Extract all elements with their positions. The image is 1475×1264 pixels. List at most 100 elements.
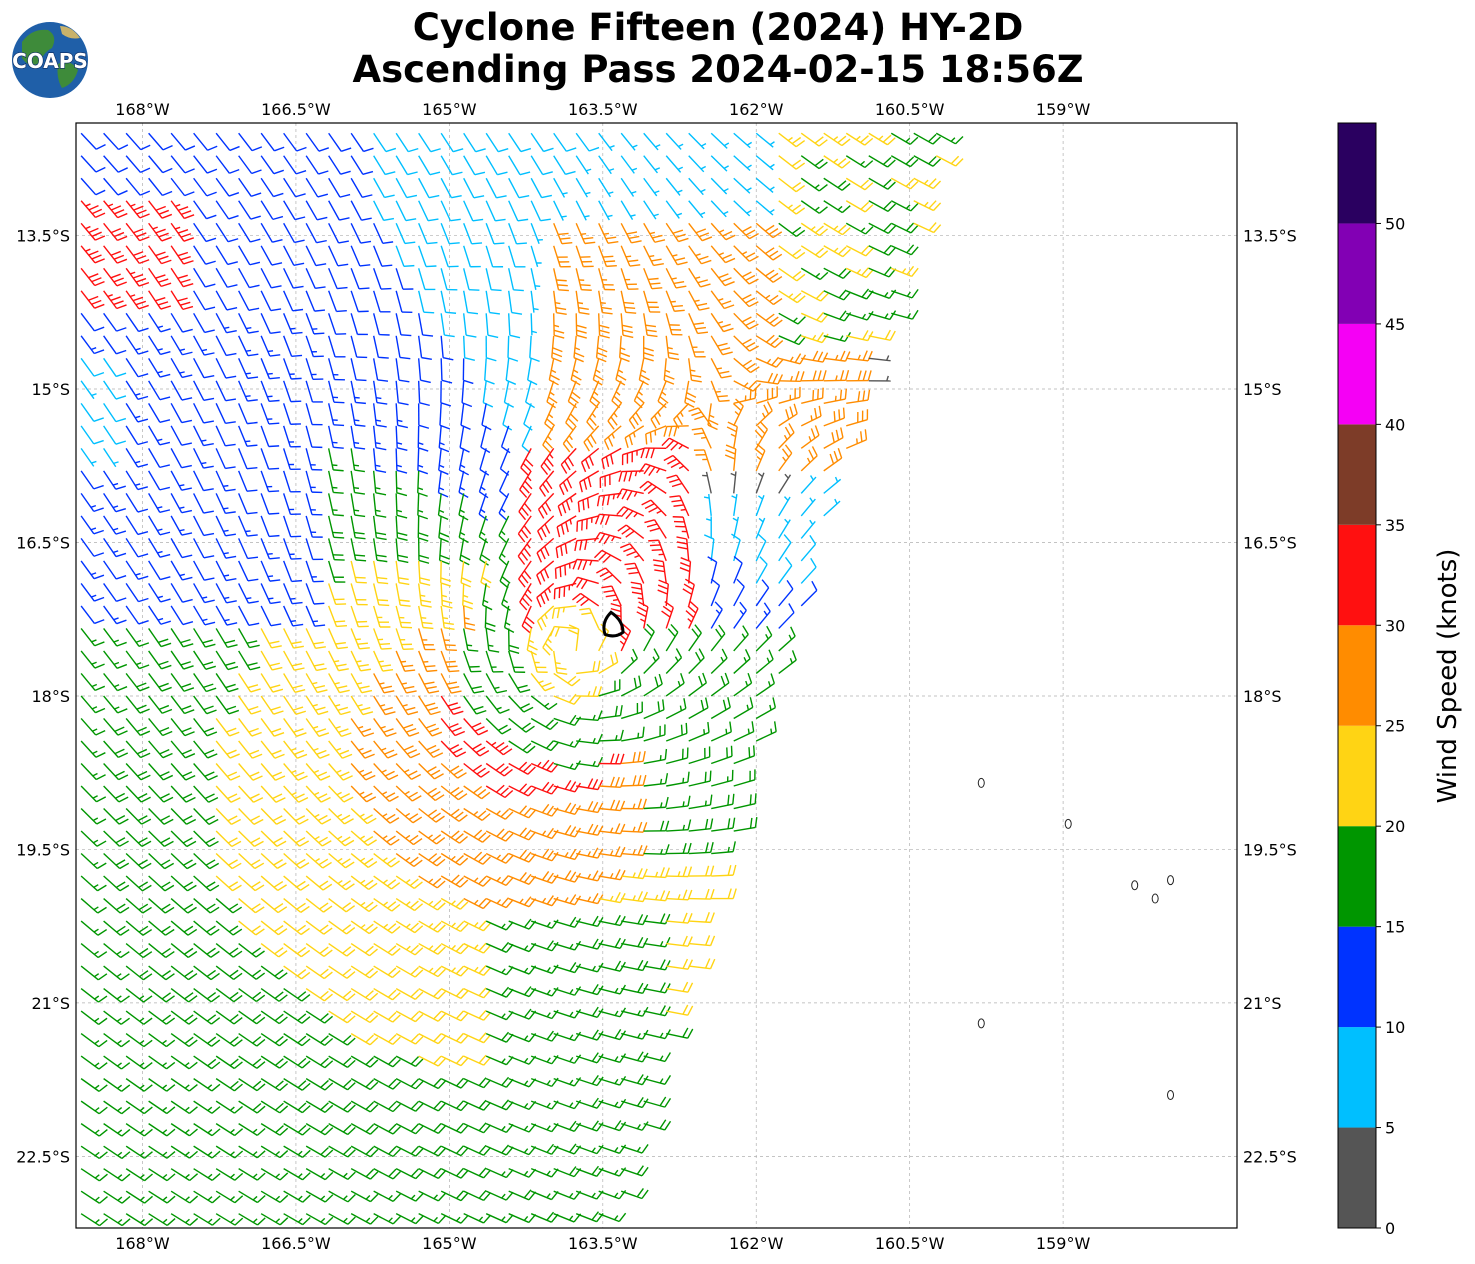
wind-barb-half-feather — [402, 683, 407, 684]
wind-barb-half-feather — [290, 599, 295, 600]
coaps-logo-text: COAPS — [12, 49, 88, 73]
wind-barb-half-feather — [420, 595, 425, 596]
wind-barb-half-feather — [268, 598, 273, 599]
wind-barb-feather — [380, 644, 390, 645]
wind-barb-feather — [560, 238, 570, 239]
wind-barb-feather — [269, 558, 279, 559]
wind-barb-feather — [710, 771, 711, 781]
wind-barb-half-feather — [223, 530, 228, 531]
wind-barb-feather — [580, 285, 590, 286]
wind-barb-half-feather — [604, 233, 609, 234]
wind-barb-feather — [291, 559, 301, 560]
wind-barb-feather — [834, 411, 835, 421]
wind-barb-half-feather — [443, 618, 448, 619]
wind-barb-half-feather — [555, 663, 560, 664]
wind-barb-feather — [425, 666, 435, 667]
title-line-1: Cyclone Fifteen (2024) HY-2D — [413, 6, 1024, 49]
wind-barb-feather — [356, 560, 366, 561]
wind-barb-feather — [626, 312, 636, 313]
wind-barb-half-feather — [290, 328, 295, 329]
wind-barb-feather — [494, 243, 504, 244]
wind-barb-feather — [381, 648, 391, 649]
wind-barb-feather — [844, 408, 845, 418]
wind-barb-half-feather — [748, 729, 749, 734]
wind-barb-feather — [269, 468, 279, 469]
wind-barb-feather — [445, 645, 455, 646]
wind-barb-feather — [382, 265, 392, 266]
wind-barb-feather — [625, 307, 635, 308]
wind-barb-feather — [650, 432, 651, 442]
wind-barb-half-feather — [690, 370, 695, 371]
wind-barb-half-feather — [356, 661, 361, 662]
wind-barb-feather — [378, 357, 388, 358]
wind-barb-half-feather — [578, 303, 583, 304]
wind-barb-feather — [672, 306, 682, 307]
wind-barb-half-feather — [717, 368, 722, 369]
wind-barb-half-feather — [601, 303, 606, 304]
wind-barb-half-feather — [683, 778, 684, 783]
wind-barb-feather — [558, 290, 568, 291]
wind-barb-half-feather — [201, 440, 206, 441]
wind-barb-half-feather — [562, 216, 567, 217]
wind-barb-feather — [648, 540, 658, 541]
wind-barb-feather — [446, 650, 456, 651]
wind-barb-shaft — [689, 899, 711, 900]
wind-barb-half-feather — [224, 575, 229, 576]
wind-barb-shaft — [441, 358, 442, 380]
wind-barb-feather — [749, 747, 750, 757]
wind-barb-feather — [823, 388, 824, 398]
wind-barb-half-feather — [376, 420, 381, 421]
map-panel — [76, 123, 1237, 1228]
wind-barb-feather — [314, 333, 324, 334]
wind-barb-feather — [813, 390, 814, 400]
wind-barb-feather — [605, 261, 615, 262]
wind-barb-feather — [447, 666, 457, 667]
wind-barb-feather — [754, 745, 755, 755]
wind-barb-shaft — [621, 785, 643, 786]
wind-barb-feather — [650, 545, 660, 546]
wind-barb-shaft — [644, 854, 666, 855]
wind-barb-feather — [686, 723, 687, 733]
wind-barb-half-feather — [488, 645, 493, 646]
wind-barb-half-feather — [268, 576, 273, 577]
wind-barb-half-feather — [376, 398, 381, 399]
wind-barb-feather — [562, 243, 572, 244]
wind-barb-half-feather — [726, 729, 727, 734]
wind-barb-feather — [426, 266, 436, 267]
title-line-2: Ascending Pass 2024-02-15 18:56Z — [352, 48, 1083, 91]
wind-barb-feather — [379, 605, 389, 606]
wind-barb-feather — [292, 581, 302, 582]
wind-barb-feather — [355, 577, 365, 578]
wind-barb-half-feather — [245, 531, 250, 532]
wind-barb-feather — [750, 794, 751, 804]
wind-barb-shaft — [508, 336, 509, 358]
wind-barb-half-feather — [771, 729, 772, 734]
wind-barb-shaft — [599, 740, 621, 741]
wind-barb-shaft — [824, 380, 846, 381]
wind-barb-half-feather — [704, 497, 709, 498]
wind-barb-shaft — [396, 493, 397, 515]
wind-barb-feather — [401, 335, 411, 336]
wind-barb-half-feather — [638, 598, 643, 599]
wind-barb-feather — [446, 312, 456, 313]
wind-barb-feather — [449, 671, 459, 672]
wind-barb-half-feather — [581, 234, 586, 235]
wind-barb-feather — [355, 402, 365, 403]
wind-barb-feather — [291, 378, 301, 379]
wind-barb-feather — [335, 621, 345, 622]
wind-barb-feather — [603, 256, 613, 257]
wind-barb-half-feather — [680, 706, 681, 711]
wind-barb-half-feather — [660, 755, 661, 760]
wind-barb-half-feather — [375, 488, 380, 489]
wind-barb-feather — [733, 794, 734, 804]
wind-barb-feather — [840, 390, 841, 400]
wind-barb-shaft — [419, 381, 420, 403]
wind-barb-feather — [648, 278, 658, 279]
wind-barb-half-feather — [836, 396, 837, 401]
wind-barb-feather — [269, 446, 279, 447]
wind-barb-feather — [556, 568, 557, 578]
wind-barb-feather — [652, 288, 662, 289]
wind-barb-half-feather — [201, 463, 206, 464]
wind-barb-shaft — [418, 493, 419, 515]
